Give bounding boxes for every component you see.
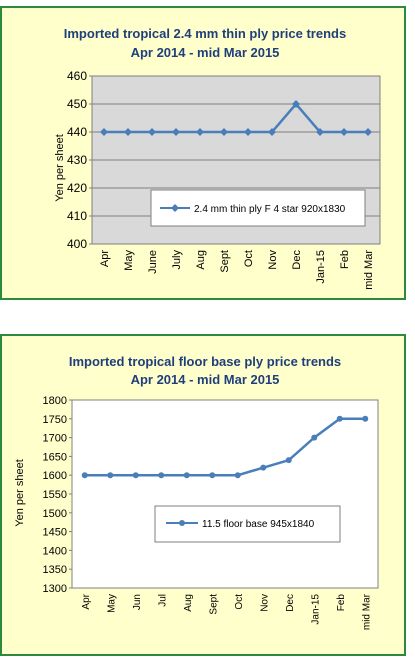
x-tick-labels: Apr May June July Aug Sept Oct Nov Dec Jan-15 Feb m… [99,250,375,290]
y-tick-label: 1400 [43,545,67,557]
data-point [132,472,139,479]
y-tick-label: 440 [67,125,87,139]
y-tick-label: 430 [67,153,87,167]
y-tick-label: 1350 [43,564,67,576]
data-point [234,472,241,479]
plot-background [71,399,379,589]
x-tick-label: Sept [208,594,219,615]
legend: 2.4 mm thin ply F 4 star 920x1830 [150,189,366,227]
x-tick-label: mid Mar [363,250,375,290]
chart-subtitle: Apr 2014 - mid Mar 2015 [131,372,280,387]
y-axis-label: Yen per sheet [54,134,66,201]
data-point [81,472,88,479]
x-tick-label: July [171,250,183,270]
x-tick-label: June [147,250,159,274]
series-line [81,415,369,479]
thin-ply-price-chart: Imported tropical 2.4 mm thin ply price … [54,26,381,290]
y-tick-label: 1450 [43,527,67,539]
y-tick-label: 410 [67,209,87,223]
data-point [220,128,228,136]
data-point [316,128,324,136]
x-tick-label: Jul [157,594,168,607]
x-tick-label: Dec [285,594,296,612]
floor-base-ply-price-chart: Imported tropical floor base ply price t… [14,354,379,630]
x-tick-label: Jan-15 [310,594,321,625]
x-tick-label: Nov [267,250,279,270]
data-point [107,472,114,479]
x-tick-label: Oct [234,594,245,610]
chart-panel-floor-base-ply: Imported tropical floor base ply price t… [0,334,406,656]
x-tick-label: Feb [336,594,347,612]
data-point [209,472,216,479]
y-axis-label: Yen per sheet [14,459,26,526]
y-tick-label: 1750 [43,414,67,426]
y-tick-label: 1550 [43,489,67,501]
data-point [100,128,108,136]
x-tick-label: Aug [183,594,194,612]
data-point [183,472,190,479]
data-point [196,128,204,136]
x-tick-label: May [106,594,117,613]
x-tick-label: Apr [81,593,92,609]
data-point [336,415,343,422]
y-tick-label: 1600 [43,470,67,482]
x-tick-label: Dec [291,250,303,270]
data-point [158,472,165,479]
data-point [244,128,252,136]
x-tick-label: May [123,250,135,271]
y-tick-label: 460 [67,69,87,83]
legend-entry-label: 11.5 floor base 945x1840 [202,519,315,530]
y-tick-label: 1800 [43,395,67,407]
series-line [100,100,372,136]
x-tick-label: Feb [339,250,351,269]
x-tick-label: mid Mar [361,593,372,630]
legend-dot-marker [179,520,185,526]
x-tick-label: Nov [259,594,270,612]
y-tick-labels: 1300 1350 1400 1450 1500 1550 1600 1650 1700 1750… [43,395,72,595]
x-tick-label: Jun [132,594,143,610]
x-tick-label: Apr [99,250,111,267]
data-point [124,128,132,136]
plot-area [71,399,379,589]
data-point [285,457,292,464]
y-tick-label: 400 [67,237,87,251]
y-tick-label: 1700 [43,433,67,445]
y-tick-label: 1500 [43,508,67,520]
chart-title: Imported tropical 2.4 mm thin ply price … [64,26,346,41]
data-point [260,464,267,471]
data-point [172,128,180,136]
data-point [340,128,348,136]
data-point [292,100,300,108]
x-tick-labels: Apr May Jun Jul Aug Sept Oct Nov Dec Jan-15 Feb mid… [81,593,373,630]
x-tick-label: Sept [219,250,231,273]
y-tick-label: 450 [67,97,87,111]
y-tick-label: 420 [67,181,87,195]
chart-panel-thin-ply: Imported tropical 2.4 mm thin ply price … [0,6,406,300]
x-tick-label: Oct [243,250,255,267]
x-tick-label: Aug [195,250,207,270]
series-polyline [84,417,366,477]
x-tick-label: Jan-15 [315,250,327,284]
legend-diamond-marker [171,204,179,212]
data-point [362,415,369,422]
data-point [311,434,318,441]
legend-entry-label: 2.4 mm thin ply F 4 star 920x1830 [194,204,346,215]
data-point [364,128,372,136]
y-tick-label: 1650 [43,451,67,463]
y-tick-labels: 400 410 420 430 440 450 460 [67,69,92,251]
data-point [268,128,276,136]
chart-title: Imported tropical floor base ply price t… [69,354,341,369]
chart-subtitle: Apr 2014 - mid Mar 2015 [131,45,280,60]
y-tick-label: 1300 [43,583,67,595]
data-point [148,128,156,136]
legend: 11.5 floor base 945x1840 [154,505,341,543]
